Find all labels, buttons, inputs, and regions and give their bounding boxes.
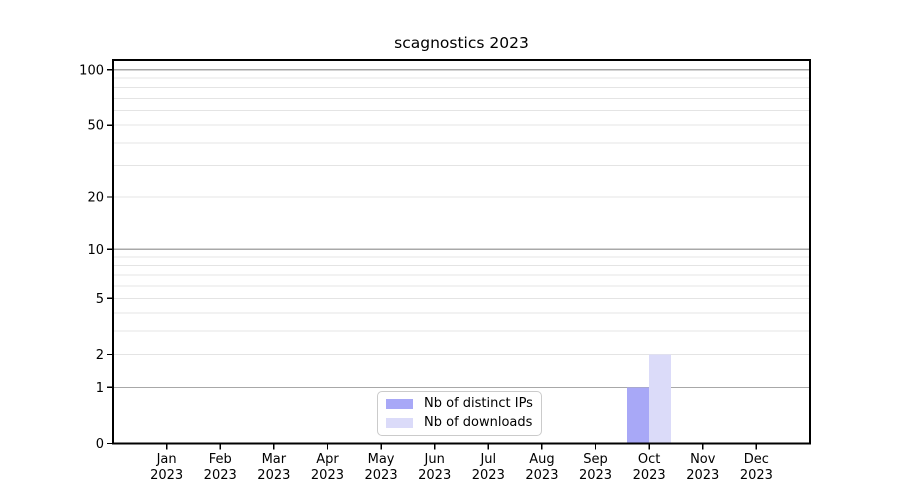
x-tick-label-year: 2023 <box>633 468 666 483</box>
x-tick-label-month: Aug <box>529 452 554 467</box>
x-tick-label-year: 2023 <box>204 468 237 483</box>
y-tick-label: 0 <box>96 437 104 452</box>
legend-label: Nb of downloads <box>424 415 533 430</box>
x-tick-label-month: Sep <box>583 452 608 467</box>
x-tick-label-year: 2023 <box>418 468 451 483</box>
x-tick-label-month: Apr <box>316 452 339 467</box>
legend-swatch-icon <box>386 417 413 429</box>
x-tick-label-month: Jun <box>424 452 445 467</box>
x-tick-label-year: 2023 <box>257 468 290 483</box>
x-tick-label-month: Jul <box>479 452 496 467</box>
y-tick-label: 1 <box>96 381 104 396</box>
y-tick-label: 50 <box>87 119 104 134</box>
legend-swatch-icon <box>386 398 413 410</box>
y-tick-label: 10 <box>87 243 104 258</box>
legend-row: Nb of downloads <box>386 416 541 430</box>
legend-row: Nb of distinct IPs <box>386 397 541 411</box>
y-tick-label: 100 <box>79 63 104 78</box>
chart-title: scagnostics 2023 <box>394 34 529 52</box>
y-tick-label: 2 <box>96 348 104 363</box>
x-tick-label-year: 2023 <box>472 468 505 483</box>
bar-nb-of-distinct-ips <box>627 387 650 444</box>
legend: Nb of distinct IPs Nb of downloads <box>377 391 542 436</box>
x-tick-label-year: 2023 <box>579 468 612 483</box>
plot-border <box>112 59 811 445</box>
x-tick-label-year: 2023 <box>311 468 344 483</box>
x-tick-label-year: 2023 <box>150 468 183 483</box>
y-tick-label: 20 <box>87 190 104 205</box>
x-tick-label-year: 2023 <box>740 468 773 483</box>
y-tick-label: 5 <box>96 292 104 307</box>
x-tick-label-month: Feb <box>209 452 232 467</box>
x-tick-label-year: 2023 <box>686 468 719 483</box>
x-tick-label-year: 2023 <box>525 468 558 483</box>
x-tick-label-month: Nov <box>690 452 716 467</box>
legend-label: Nb of distinct IPs <box>424 396 533 411</box>
x-tick-label-month: Oct <box>638 452 660 467</box>
x-tick-label-year: 2023 <box>365 468 398 483</box>
x-tick-label-month: Dec <box>744 452 769 467</box>
x-tick-label-month: May <box>368 452 395 467</box>
bar-nb-of-downloads <box>649 354 672 444</box>
x-tick-label-month: Mar <box>262 452 287 467</box>
x-tick-label-month: Jan <box>156 452 177 467</box>
